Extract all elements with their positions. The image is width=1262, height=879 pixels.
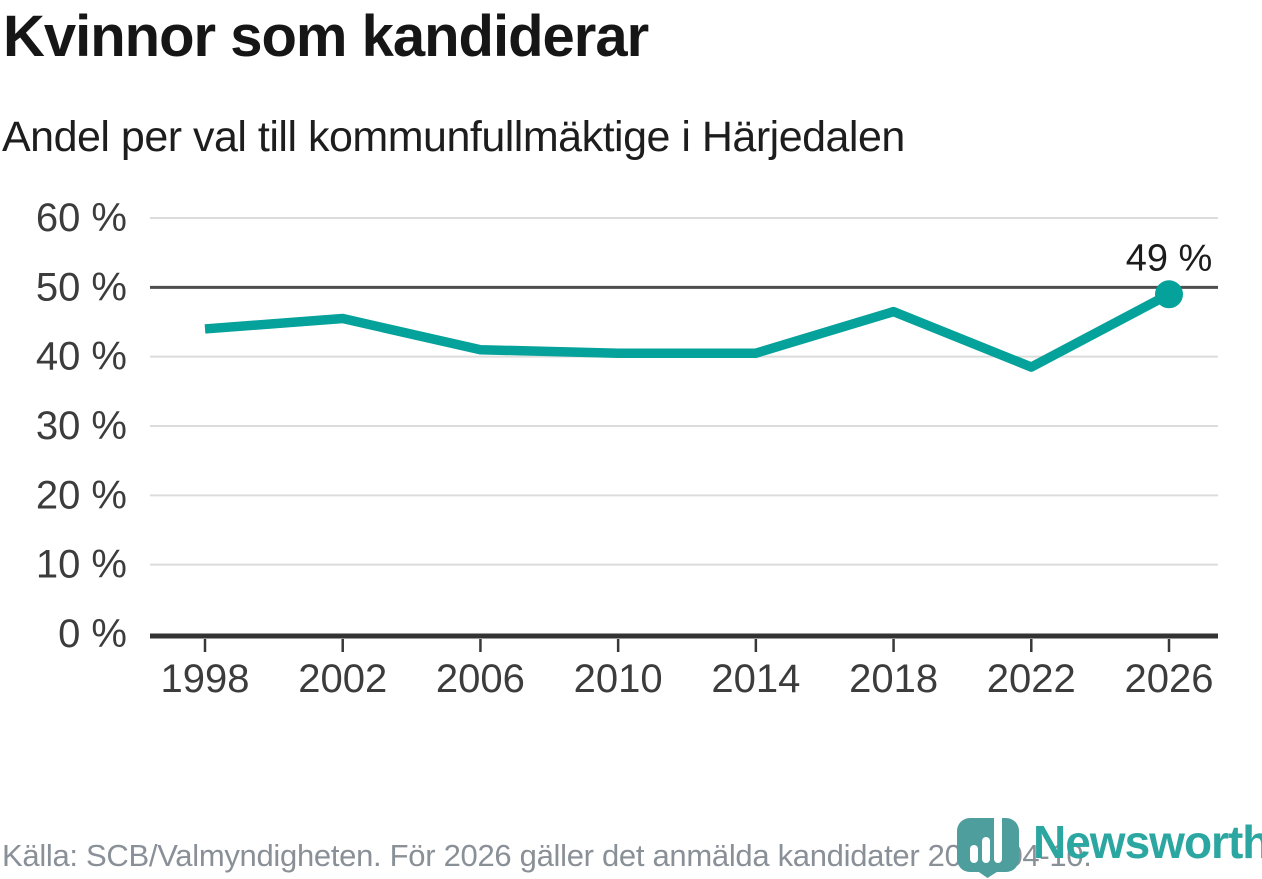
newsworthy-wordmark: Newsworthy	[1033, 816, 1262, 868]
y-tick-label: 0 %	[58, 612, 127, 656]
x-tick-label: 2018	[849, 657, 938, 701]
page-title: Kvinnor som kandiderar	[3, 4, 649, 69]
logo-bar-medium	[982, 837, 990, 863]
y-tick-label: 30 %	[36, 404, 127, 448]
logo-bar-small	[970, 845, 978, 863]
end-point-label: 49 %	[1126, 237, 1213, 279]
logo-bar-tall	[994, 813, 1002, 863]
logo-pin-tail	[973, 868, 1003, 878]
x-tick-label: 2006	[436, 657, 525, 701]
y-tick-label: 20 %	[36, 473, 127, 517]
x-tick-label: 2002	[298, 657, 387, 701]
chart-subtitle: Andel per val till kommunfullmäktige i H…	[2, 113, 905, 161]
y-tick-label: 60 %	[36, 196, 127, 240]
y-tick-label: 10 %	[36, 543, 127, 587]
newsworthy-logo-icon	[957, 813, 1019, 878]
data-line	[204, 290, 1172, 372]
y-tick-label: 40 %	[36, 335, 127, 379]
end-point-marker	[1155, 280, 1183, 309]
x-tick-label: 2014	[711, 657, 800, 701]
x-tick-label: 2022	[987, 657, 1076, 701]
source-note: Källa: SCB/Valmyndigheten. För 2026 gäll…	[2, 838, 1092, 873]
x-tick-label: 2010	[574, 657, 663, 701]
x-tick-label: 1998	[161, 657, 250, 701]
newsworthy-logo: Newsworthy	[956, 812, 1262, 878]
x-tick-label: 2026	[1125, 657, 1214, 701]
y-tick-label: 50 %	[36, 265, 127, 309]
